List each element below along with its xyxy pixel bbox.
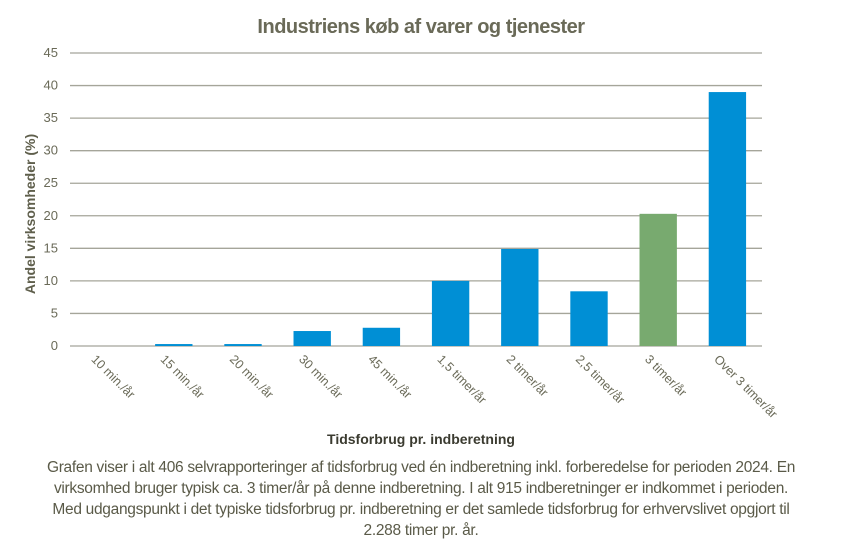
chart-title: Industriens køb af varer og tjenester bbox=[257, 16, 585, 38]
x-tick-label: Over 3 timer/år bbox=[711, 352, 780, 421]
bar bbox=[155, 344, 193, 346]
x-tick-label: 10 min./år bbox=[88, 352, 137, 401]
bar bbox=[431, 280, 470, 346]
y-tick-label: 40 bbox=[44, 78, 58, 93]
x-tick-label: 2 timer/år bbox=[504, 352, 551, 399]
bar bbox=[362, 327, 401, 346]
bar bbox=[708, 92, 747, 346]
x-tick-label: 30 min./år bbox=[296, 352, 345, 401]
x-tick-label: 15 min./år bbox=[158, 352, 207, 401]
y-tick-label: 20 bbox=[44, 208, 58, 223]
bar-chart: 0 5 10 15 20 25 30 35 40 45 10 min./år 15 min./år 20… bbox=[44, 45, 781, 421]
y-tick-label: 30 bbox=[44, 143, 58, 158]
y-tick-label: 15 bbox=[44, 240, 58, 255]
chart-caption: Grafen viser i alt 406 selvrapporteringe… bbox=[46, 459, 796, 539]
y-axis-label: Andel virksomheder (%) bbox=[22, 133, 38, 295]
y-tick-label: 25 bbox=[44, 175, 58, 190]
y-tick-label: 0 bbox=[51, 338, 58, 353]
x-tick-label: 2,5 timer/år bbox=[573, 352, 628, 407]
y-tick-label: 35 bbox=[44, 110, 58, 125]
y-tick-label: 5 bbox=[51, 305, 58, 320]
x-axis-label: Tidsforbrug pr. indberetning bbox=[327, 431, 515, 447]
x-tick-label: 20 min./år bbox=[227, 352, 276, 401]
x-tick-label: 45 min./år bbox=[365, 352, 414, 401]
bar bbox=[293, 331, 331, 346]
y-tick-label: 45 bbox=[44, 45, 58, 60]
x-tick-label: 3 timer/år bbox=[642, 352, 689, 399]
y-tick-label: 10 bbox=[44, 273, 58, 288]
x-tick-label: 1,5 timer/år bbox=[434, 352, 489, 407]
bar bbox=[570, 291, 608, 346]
bar bbox=[639, 213, 677, 346]
bar bbox=[501, 248, 539, 346]
bar bbox=[224, 344, 262, 346]
